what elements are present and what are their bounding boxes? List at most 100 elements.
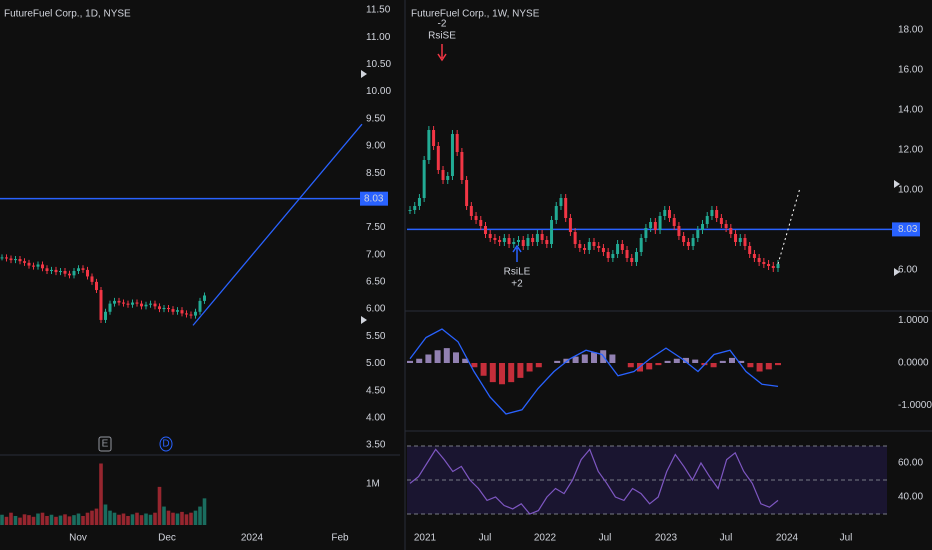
candle (701, 224, 705, 230)
left-title: FutureFuel Corp., 1D, NYSE (4, 9, 131, 20)
y-tick-label: 11.50 (366, 5, 391, 16)
candle (663, 210, 667, 216)
candle (436, 146, 440, 170)
x-tick-label: 2024 (776, 533, 799, 544)
volume-bar (49, 514, 54, 525)
macd-tick-label: -1.0000 (898, 400, 932, 411)
signal-arrow (437, 44, 447, 62)
volume-bar (45, 515, 49, 525)
volume-bar (63, 514, 67, 525)
candle (587, 242, 591, 250)
candle (32, 265, 35, 267)
x-tick-label: 2024 (241, 533, 264, 544)
candle (738, 238, 742, 242)
candle (162, 307, 166, 310)
candle (578, 244, 582, 248)
candle (63, 271, 67, 274)
candle (559, 198, 563, 206)
candle (521, 240, 525, 246)
signal-arrow (512, 244, 522, 262)
macd-bar (729, 357, 735, 363)
candle (710, 210, 714, 216)
volume-bar (175, 513, 180, 525)
candle (677, 226, 681, 236)
scale-marker (361, 70, 367, 78)
candle (158, 306, 161, 310)
candle (180, 310, 184, 314)
candle (649, 222, 653, 228)
price-label-bg (892, 222, 920, 237)
macd-bar (572, 356, 579, 363)
macd-bar (508, 363, 515, 383)
candle (135, 302, 139, 304)
volume-bar (189, 512, 193, 525)
candle (568, 218, 572, 232)
macd-bar (765, 363, 772, 370)
volume-bar (99, 463, 103, 525)
candle (776, 264, 780, 268)
candle (9, 258, 13, 261)
volume-bar (103, 504, 108, 525)
candle (465, 180, 469, 206)
candle (417, 198, 421, 206)
volume-bar (31, 516, 36, 525)
event-label: E (102, 439, 109, 450)
candle (23, 261, 26, 263)
candle (203, 295, 206, 301)
candle (597, 246, 601, 248)
candle (54, 269, 58, 273)
macd-bar (609, 354, 616, 363)
y-tick-label: 14.00 (898, 105, 923, 116)
macd-tick-label: 1.0000 (898, 315, 929, 326)
volume-bar (148, 514, 153, 525)
candle (36, 264, 40, 267)
candle (189, 314, 193, 316)
volume-bar (94, 508, 99, 525)
candle (194, 311, 197, 316)
x-tick-label: Nov (69, 533, 87, 544)
candle (634, 252, 638, 262)
y-tick-label: 4.50 (366, 385, 386, 396)
y-tick-label: 7.00 (366, 249, 386, 260)
candle (682, 236, 686, 242)
candle (573, 232, 577, 244)
candle (77, 268, 80, 271)
candle (185, 313, 188, 315)
candle (198, 300, 202, 312)
candle (498, 240, 502, 242)
volume-tick-label: 1M (366, 479, 380, 490)
volume-bar (85, 512, 90, 525)
y-tick-label: 8.50 (366, 168, 386, 179)
volume-bar (121, 513, 126, 525)
macd-bar (480, 363, 487, 376)
candle (432, 130, 436, 146)
candle (122, 302, 125, 304)
candle (729, 228, 733, 234)
candle (653, 222, 657, 230)
annotation: +2 (511, 279, 523, 290)
candle (126, 303, 130, 305)
candle (408, 210, 412, 211)
candle (625, 250, 629, 258)
rsi-tick-label: 40.00 (898, 492, 923, 503)
x-tick-label: Jul (840, 533, 853, 544)
candle (479, 220, 483, 226)
candle (14, 259, 17, 261)
volume-bar (198, 506, 202, 525)
macd-bar (664, 360, 671, 363)
y-tick-label: 7.50 (366, 222, 386, 233)
volume-bar (153, 512, 157, 525)
candle (108, 303, 112, 312)
x-tick-label: Jul (479, 533, 492, 544)
candle (512, 242, 516, 244)
candle (153, 303, 157, 307)
volume-bar (135, 512, 139, 525)
candle (715, 210, 719, 218)
macd-bar (673, 358, 680, 363)
y-tick-label: 9.50 (366, 113, 386, 124)
macd-tick-label: 0.0000 (898, 358, 929, 369)
macd-bar (425, 354, 432, 363)
candle (507, 238, 511, 244)
annotation: RsiLE (504, 267, 531, 278)
candle (0, 257, 4, 259)
